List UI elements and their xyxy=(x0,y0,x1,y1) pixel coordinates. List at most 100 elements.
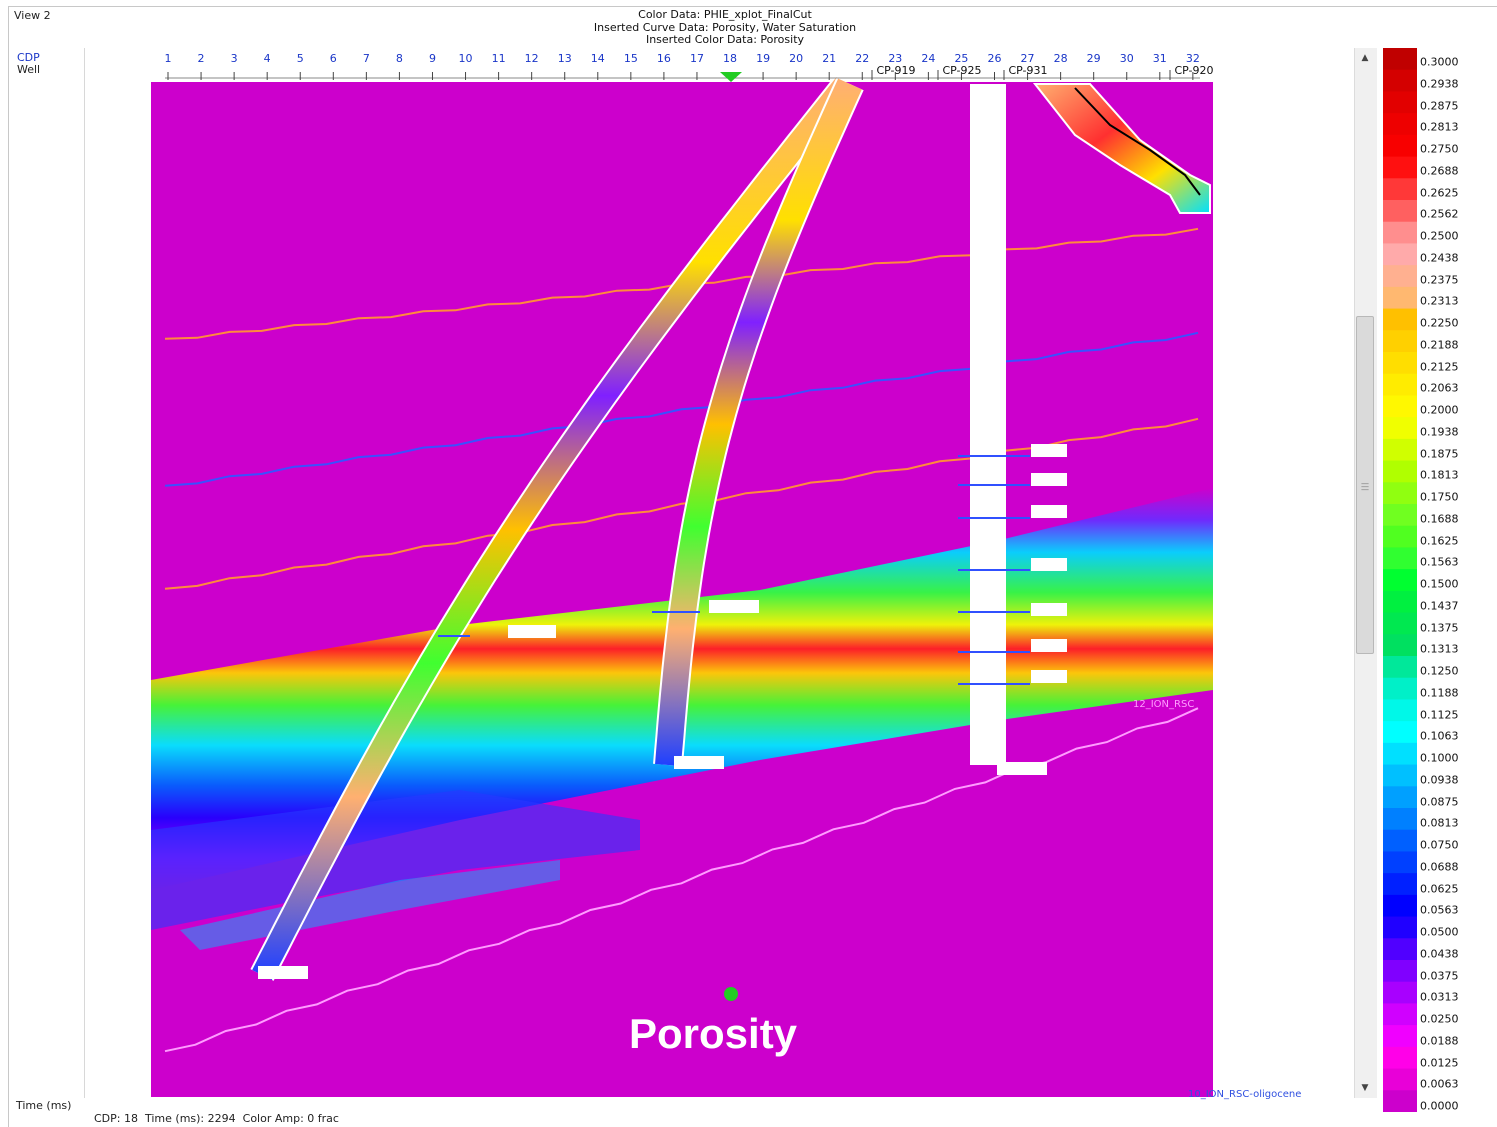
cdp-tick-label: 6 xyxy=(330,52,337,65)
color-scale-value: 0.1188 xyxy=(1420,686,1459,699)
cdp-tick-label: 16 xyxy=(657,52,671,65)
color-scale-swatch xyxy=(1383,1047,1417,1069)
color-scale-value: 0.2250 xyxy=(1420,317,1459,330)
color-scale-swatch xyxy=(1383,938,1417,960)
color-scale-value: 0.2375 xyxy=(1420,273,1459,286)
color-scale-value: 0.1625 xyxy=(1420,534,1459,547)
color-scale-swatch xyxy=(1383,1090,1417,1112)
well-marker-label-box xyxy=(1031,670,1067,683)
color-scale-swatch xyxy=(1383,1025,1417,1047)
well-td-label-box xyxy=(674,756,724,769)
color-scale-swatch xyxy=(1383,504,1417,526)
color-scale-swatch xyxy=(1383,222,1417,244)
status-amp: Color Amp: 0 frac xyxy=(243,1112,339,1125)
horizon-tag-10: 10_ION_RSC-oligocene xyxy=(1188,1089,1301,1100)
color-scale-swatch xyxy=(1383,634,1417,656)
color-scale-swatch xyxy=(1383,395,1417,417)
color-scale-swatch xyxy=(1383,678,1417,700)
cdp-tick-label: 3 xyxy=(231,52,238,65)
cdp-tick-label: 15 xyxy=(624,52,638,65)
cdp-tick-label: 29 xyxy=(1087,52,1101,65)
color-scale-value: 0.2500 xyxy=(1420,230,1459,243)
status-cdp: CDP: 18 xyxy=(94,1112,138,1125)
color-scale-swatch xyxy=(1383,1069,1417,1091)
well-marker-label-box xyxy=(1031,639,1067,652)
color-scale-value: 0.2750 xyxy=(1420,143,1459,156)
color-scale-swatch xyxy=(1383,461,1417,483)
color-scale-value: 0.1750 xyxy=(1420,491,1459,504)
color-scale-swatch xyxy=(1383,157,1417,179)
color-scale-value: 0.2000 xyxy=(1420,404,1459,417)
scroll-up-arrow-icon[interactable]: ▲ xyxy=(1357,50,1373,66)
color-scale-swatch xyxy=(1383,135,1417,157)
color-scale-value: 0.1688 xyxy=(1420,512,1459,525)
color-scale-value: 0.0438 xyxy=(1420,947,1459,960)
color-scale-value: 0.0750 xyxy=(1420,839,1459,852)
well-marker-label-box xyxy=(1031,505,1067,518)
color-scale-swatch xyxy=(1383,287,1417,309)
cdp-tick-label: 28 xyxy=(1054,52,1068,65)
color-scale-value: 0.1437 xyxy=(1420,599,1459,612)
cdp-tick-label: 26 xyxy=(988,52,1002,65)
color-scale-swatch xyxy=(1383,917,1417,939)
cdp-tick-label: 17 xyxy=(690,52,704,65)
color-scale-swatch xyxy=(1383,547,1417,569)
cdp-tick-label: 4 xyxy=(264,52,271,65)
well-marker-label-box xyxy=(1031,603,1067,616)
well-marker-label-box xyxy=(1031,558,1067,571)
color-scale-swatch xyxy=(1383,699,1417,721)
cdp-tick-label: 9 xyxy=(429,52,436,65)
current-cdp-marker-icon xyxy=(720,72,742,82)
color-scale-value: 0.0000 xyxy=(1420,1100,1459,1113)
color-scale-value: 0.0313 xyxy=(1420,991,1459,1004)
cdp-tick-label: 24 xyxy=(921,52,935,65)
color-scale-value: 0.2625 xyxy=(1420,186,1459,199)
cdp-tick-label: 1 xyxy=(165,52,172,65)
color-scale-value: 0.1500 xyxy=(1420,578,1459,591)
color-scale-swatch xyxy=(1383,352,1417,374)
well-name-label: CP-920 xyxy=(1174,64,1213,77)
color-scale-swatch xyxy=(1383,309,1417,331)
well-marker-label-box xyxy=(1031,444,1067,457)
color-scale-swatch xyxy=(1383,482,1417,504)
color-scale-value: 0.0250 xyxy=(1420,1013,1459,1026)
color-scale-swatch xyxy=(1383,439,1417,461)
color-scale-value: 0.1375 xyxy=(1420,621,1459,634)
well-name-label: CP-925 xyxy=(942,64,981,77)
color-scale-value: 0.2688 xyxy=(1420,164,1459,177)
color-scale-value: 0.0875 xyxy=(1420,795,1459,808)
color-scale-swatch xyxy=(1383,48,1417,70)
color-scale-swatch xyxy=(1383,526,1417,548)
color-scale-swatch xyxy=(1383,765,1417,787)
color-scale-swatch xyxy=(1383,91,1417,113)
well-td-label-box xyxy=(258,966,308,979)
cdp-tick-label: 18 xyxy=(723,52,737,65)
color-scale-value: 0.1313 xyxy=(1420,643,1459,656)
color-scale-value: 0.2438 xyxy=(1420,251,1459,264)
color-scale-value: 0.0188 xyxy=(1420,1034,1459,1047)
well-marker-label-box xyxy=(1031,473,1067,486)
scrollbar-grip-icon: ——— xyxy=(1361,482,1369,491)
cdp-tick-label: 13 xyxy=(558,52,572,65)
color-scale-value: 0.2813 xyxy=(1420,121,1459,134)
status-bar: CDP: 18 Time (ms): 2294 Color Amp: 0 fra… xyxy=(94,1112,339,1125)
color-scale-swatch xyxy=(1383,200,1417,222)
color-scale-value: 0.1563 xyxy=(1420,556,1459,569)
color-scale-swatch xyxy=(1383,721,1417,743)
color-scale-value: 0.2063 xyxy=(1420,382,1459,395)
color-scale-swatch xyxy=(1383,417,1417,439)
status-time: Time (ms): 2294 xyxy=(145,1112,236,1125)
cdp-tick-label: 30 xyxy=(1120,52,1134,65)
color-scale-value: 0.1063 xyxy=(1420,730,1459,743)
color-scale-swatch xyxy=(1383,70,1417,92)
cdp-tick-label: 2 xyxy=(198,52,205,65)
color-scale-swatch xyxy=(1383,873,1417,895)
color-scale-value: 0.0125 xyxy=(1420,1056,1459,1069)
color-scale-value: 0.0563 xyxy=(1420,904,1459,917)
color-scale-value: 0.1250 xyxy=(1420,665,1459,678)
scroll-down-arrow-icon[interactable]: ▼ xyxy=(1357,1080,1373,1096)
color-scale-swatch xyxy=(1383,786,1417,808)
cdp-tick-label: 22 xyxy=(855,52,869,65)
color-scale-swatch xyxy=(1383,830,1417,852)
